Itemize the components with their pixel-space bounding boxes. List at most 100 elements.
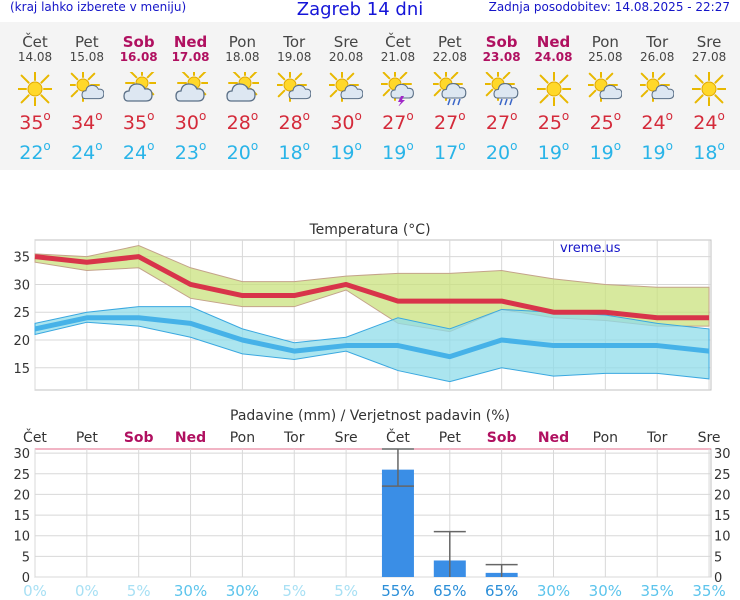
day-column: Sre 20.08 30o 19o xyxy=(320,22,372,164)
min-temp: 24o xyxy=(122,139,155,164)
day-date: 20.08 xyxy=(328,50,364,64)
day-column: Pon 25.08 25o 19o xyxy=(579,22,631,164)
page-header: (kraj lahko izberete v meniju) Zagreb 14… xyxy=(0,0,740,22)
min-temp: 18o xyxy=(693,139,725,164)
precip-y-tick-left: 20 xyxy=(13,488,30,503)
precip-y-tick-left: 25 xyxy=(13,468,30,483)
day-name: Pon xyxy=(591,33,619,51)
sun-cloud-icon xyxy=(640,72,675,102)
precip-y-tick-right: 30 xyxy=(714,447,731,462)
precip-probability: 0% xyxy=(75,582,99,600)
menu-hint[interactable]: (kraj lahko izberete v meniju) xyxy=(10,0,187,14)
day-name: Sre xyxy=(333,33,359,51)
day-name: Pet xyxy=(75,33,99,51)
temperature-y-tick: 20 xyxy=(13,334,30,349)
day-name: Sre xyxy=(696,33,722,51)
daily-forecast-panel: Čet 14.08 35o 22o Pet 15.08 34o 24o Sob 16.08 35… xyxy=(0,22,740,170)
precip-y-tick-left: 5 xyxy=(22,550,30,565)
precip-probability: 0% xyxy=(23,582,47,600)
min-temp: 23o xyxy=(174,139,207,164)
day-column: Ned 24.08 25o 19o xyxy=(528,22,580,164)
day-columns: Čet 14.08 35o 22o Pet 15.08 34o 24o Sob 16.08 35… xyxy=(0,22,740,170)
max-temp: 30o xyxy=(174,109,207,134)
min-temp: 20o xyxy=(485,139,518,164)
day-column: Ned 17.08 30o 23o xyxy=(165,22,217,164)
day-name: Pon xyxy=(228,33,256,51)
precip-day-label: Sob xyxy=(124,430,154,446)
precip-y-tick-right: 25 xyxy=(714,468,731,483)
min-temp: 18o xyxy=(278,139,311,164)
precip-day-label: Sre xyxy=(335,430,358,446)
cloud-sun-icon xyxy=(123,72,156,102)
day-column: Čet 21.08 27o 19o xyxy=(372,22,424,164)
day-column: Tor 26.08 24o 19o xyxy=(631,22,683,164)
precip-probability: 30% xyxy=(226,582,259,600)
day-column: Pon 18.08 28o 20o xyxy=(216,22,268,164)
max-temp: 35o xyxy=(122,109,155,134)
sun-icon xyxy=(18,72,52,106)
page-title: Zagreb 14 dni xyxy=(296,0,424,20)
sun-rain-icon xyxy=(432,72,467,106)
precip-y-tick-left: 0 xyxy=(22,571,30,586)
precip-probability: 30% xyxy=(537,582,570,600)
day-date: 24.08 xyxy=(534,50,573,64)
day-name: Ned xyxy=(536,33,571,51)
temperature-chart-title: Temperatura (°C) xyxy=(308,222,430,238)
day-date: 17.08 xyxy=(171,50,210,64)
temperature-y-tick: 35 xyxy=(13,251,30,266)
day-column: Pet 22.08 27o 17o xyxy=(424,22,476,164)
precip-day-label: Sob xyxy=(487,430,517,446)
day-column: Sob 16.08 35o 24o xyxy=(113,22,165,164)
precip-probability: 35% xyxy=(641,582,674,600)
min-temp: 19o xyxy=(330,139,362,164)
precip-probability: 65% xyxy=(433,582,466,600)
precip-day-label: Pet xyxy=(76,430,99,446)
max-temp: 27o xyxy=(382,109,414,134)
day-date: 23.08 xyxy=(482,50,521,64)
precip-day-label: Sre xyxy=(698,430,721,446)
day-name: Čet xyxy=(385,33,411,51)
day-date: 14.08 xyxy=(17,50,53,64)
max-temp: 24o xyxy=(641,109,673,134)
watermark: vreme.us xyxy=(560,241,621,256)
precip-probability: 55% xyxy=(381,582,414,600)
precip-probability: 30% xyxy=(174,582,207,600)
max-temp: 28o xyxy=(226,109,259,134)
max-temp: 35o xyxy=(19,109,51,134)
min-temp: 24o xyxy=(71,139,103,164)
max-temp: 27o xyxy=(434,109,466,134)
day-date: 16.08 xyxy=(119,50,158,64)
precip-y-tick-right: 10 xyxy=(714,530,731,545)
max-temp: 25o xyxy=(537,109,570,134)
day-date: 18.08 xyxy=(225,50,260,64)
day-name: Sob xyxy=(485,33,518,51)
min-temp: 19o xyxy=(589,139,622,164)
day-name: Sob xyxy=(122,33,155,51)
max-temp: 27o xyxy=(485,109,518,134)
precip-day-label: Čet xyxy=(386,428,410,446)
temperature-y-tick: 25 xyxy=(13,306,30,321)
precip-day-label: Pon xyxy=(230,430,255,446)
min-temp-line xyxy=(34,315,710,360)
min-temp: 17o xyxy=(434,139,466,164)
precip-probability: 65% xyxy=(485,582,518,600)
last-update: Zadnja posodobitev: 14.08.2025 - 22:27 xyxy=(488,0,730,14)
precip-y-tick-left: 10 xyxy=(13,530,30,545)
precip-day-label: Pet xyxy=(439,430,462,446)
day-name: Pet xyxy=(437,33,462,51)
day-date: 26.08 xyxy=(640,50,675,64)
sun-cloud-icon xyxy=(69,72,104,102)
precip-y-tick-right: 0 xyxy=(714,571,722,586)
precip-y-tick-left: 15 xyxy=(13,509,30,524)
sun-icon xyxy=(536,72,571,106)
cloud-sun-icon xyxy=(174,72,208,102)
day-column: Čet 14.08 35o 22o xyxy=(9,22,61,164)
min-temp: 20o xyxy=(226,139,259,164)
precip-day-label: Tor xyxy=(283,430,305,446)
day-column: Pet 15.08 34o 24o xyxy=(61,22,113,164)
max-temp-line xyxy=(34,254,710,321)
cloud-sun-icon xyxy=(226,72,260,102)
precip-probability: 5% xyxy=(282,582,306,600)
day-date: 21.08 xyxy=(380,50,416,64)
precip-y-tick-right: 20 xyxy=(714,488,731,503)
